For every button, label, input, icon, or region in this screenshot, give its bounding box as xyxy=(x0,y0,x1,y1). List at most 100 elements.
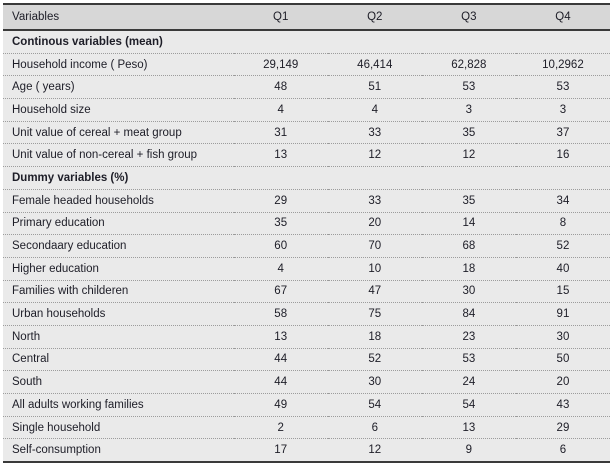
table-body: Continous variables (mean) Household inco… xyxy=(3,30,610,463)
column-header-q3: Q3 xyxy=(421,4,516,31)
section-title: Continous variables (mean) xyxy=(3,30,610,54)
cell-value: 49 xyxy=(233,393,328,417)
cell-value: 51 xyxy=(327,75,422,99)
table-row-central: Central 44 52 53 50 xyxy=(3,347,610,371)
cell-value: 20 xyxy=(515,370,610,394)
cell-value: 29 xyxy=(515,415,610,439)
cell-value: 40 xyxy=(515,256,610,281)
row-label: Unit value of cereal + meat group xyxy=(3,120,234,144)
cell-value: 3 xyxy=(421,98,516,122)
cell-value: 12 xyxy=(327,143,422,167)
cell-value: 54 xyxy=(327,393,422,417)
table-row-age-years: Age ( years) 48 51 53 53 xyxy=(3,75,610,99)
table-row-unit-value-of-cereal-meat-group: Unit value of cereal + meat group 31 33 35 3… xyxy=(3,120,610,144)
table-row-household-income-peso: Household income ( Peso) 29,149 46,414 62,8… xyxy=(3,52,610,76)
cell-value: 12 xyxy=(421,143,516,167)
row-label: Higher education xyxy=(3,256,234,281)
cell-value: 53 xyxy=(515,75,610,99)
cell-value: 13 xyxy=(233,143,328,167)
cell-value: 33 xyxy=(327,188,422,212)
cell-value: 35 xyxy=(233,211,328,235)
row-label: Household income ( Peso) xyxy=(3,52,234,76)
cell-value: 54 xyxy=(421,393,516,417)
cell-value: 35 xyxy=(421,188,516,212)
cell-value: 34 xyxy=(515,188,610,212)
cell-value: 8 xyxy=(515,211,610,235)
table-row-all-adults-working-families: All adults working families 49 54 54 43 xyxy=(3,393,610,417)
cell-value: 30 xyxy=(515,324,610,349)
cell-value: 30 xyxy=(421,279,516,303)
cell-value: 43 xyxy=(515,393,610,417)
cell-value: 4 xyxy=(233,256,328,281)
row-label: Female headed households xyxy=(3,188,234,212)
cell-value: 23 xyxy=(421,324,516,349)
table-row-self-consumption: Self-consumption 17 12 9 6 xyxy=(3,438,610,463)
row-label: Household size xyxy=(3,98,234,122)
table-row-primary-education: Primary education 35 20 14 8 xyxy=(3,211,610,235)
table-row-female-headed-households: Female headed households 29 33 35 34 xyxy=(3,188,610,212)
table-row-south: South 44 30 24 20 xyxy=(3,370,610,394)
section-row-continous-variables-mean: Continous variables (mean) xyxy=(3,30,610,54)
cell-value: 67 xyxy=(233,279,328,303)
cell-value: 12 xyxy=(327,438,422,463)
cell-value: 20 xyxy=(327,211,422,235)
cell-value: 6 xyxy=(327,415,422,439)
summary-statistics-table: Variables Q1 Q2 Q3 Q4 Continous variables (m… xyxy=(3,3,610,464)
cell-value: 10 xyxy=(327,256,422,281)
row-label: Urban households xyxy=(3,302,234,326)
cell-value: 84 xyxy=(421,302,516,326)
row-label: All adults working families xyxy=(3,393,234,417)
row-label: Self-consumption xyxy=(3,438,234,463)
cell-value: 4 xyxy=(233,98,328,122)
table-row-secondaary-education: Secondaary education 60 70 68 52 xyxy=(3,234,610,258)
row-label: South xyxy=(3,370,234,394)
cell-value: 33 xyxy=(327,120,422,144)
row-label: Primary education xyxy=(3,211,234,235)
cell-value: 44 xyxy=(233,347,328,371)
table-row-higher-education: Higher education 4 10 18 40 xyxy=(3,256,610,281)
cell-value: 29,149 xyxy=(233,52,328,76)
cell-value: 29 xyxy=(233,188,328,212)
cell-value: 35 xyxy=(421,120,516,144)
cell-value: 91 xyxy=(515,302,610,326)
cell-value: 3 xyxy=(515,98,610,122)
row-label: Age ( years) xyxy=(3,75,234,99)
cell-value: 24 xyxy=(421,370,516,394)
column-header-q2: Q2 xyxy=(327,4,422,31)
cell-value: 58 xyxy=(233,302,328,326)
cell-value: 14 xyxy=(421,211,516,235)
cell-value: 30 xyxy=(327,370,422,394)
cell-value: 53 xyxy=(421,347,516,371)
cell-value: 37 xyxy=(515,120,610,144)
cell-value: 44 xyxy=(233,370,328,394)
table-row-families-with-childeren: Families with childeren 67 47 30 15 xyxy=(3,279,610,303)
cell-value: 68 xyxy=(421,234,516,258)
cell-value: 18 xyxy=(327,324,422,349)
cell-value: 31 xyxy=(233,120,328,144)
table-row-north: North 13 18 23 30 xyxy=(3,324,610,349)
cell-value: 60 xyxy=(233,234,328,258)
row-label: Single household xyxy=(3,415,234,439)
section-row-dummy-variables: Dummy variables (%) xyxy=(3,166,610,190)
row-label: Central xyxy=(3,347,234,371)
cell-value: 53 xyxy=(421,75,516,99)
cell-value: 13 xyxy=(421,415,516,439)
cell-value: 48 xyxy=(233,75,328,99)
cell-value: 6 xyxy=(515,438,610,463)
header-row: Variables Q1 Q2 Q3 Q4 xyxy=(3,4,610,31)
cell-value: 50 xyxy=(515,347,610,371)
row-label: North xyxy=(3,324,234,349)
table-header: Variables Q1 Q2 Q3 Q4 xyxy=(3,4,610,31)
column-header-q4: Q4 xyxy=(515,4,610,31)
section-title: Dummy variables (%) xyxy=(3,166,610,190)
cell-value: 10,2962 xyxy=(515,52,610,76)
cell-value: 18 xyxy=(421,256,516,281)
cell-value: 52 xyxy=(515,234,610,258)
cell-value: 15 xyxy=(515,279,610,303)
cell-value: 47 xyxy=(327,279,422,303)
cell-value: 62,828 xyxy=(421,52,516,76)
cell-value: 13 xyxy=(233,324,328,349)
table-row-single-household: Single household 2 6 13 29 xyxy=(3,415,610,439)
cell-value: 16 xyxy=(515,143,610,167)
